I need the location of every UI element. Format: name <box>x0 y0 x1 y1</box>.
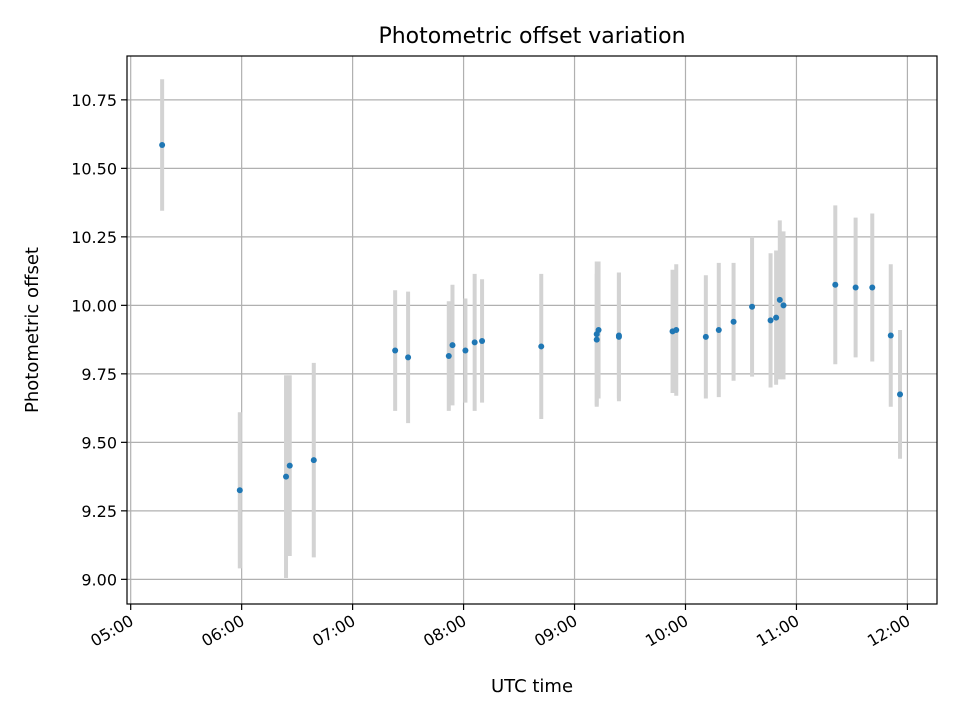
data-point <box>773 314 780 321</box>
data-point <box>405 354 412 361</box>
plot-frame <box>126 55 938 605</box>
data-point <box>887 332 894 339</box>
x-axis-label: UTC time <box>491 676 573 697</box>
data-point <box>286 462 293 469</box>
data-point <box>615 332 622 339</box>
y-tick-label: 9.00 <box>81 570 117 589</box>
data-point <box>538 343 545 350</box>
data-point <box>702 333 709 340</box>
data-point <box>392 347 399 354</box>
data-point <box>749 303 756 310</box>
y-tick-label: 9.25 <box>81 502 117 521</box>
y-axis-label: Photometric offset <box>22 247 43 413</box>
chart-title: Photometric offset variation <box>378 24 685 49</box>
data-point <box>730 318 737 325</box>
data-point <box>595 327 602 333</box>
grid <box>127 56 937 604</box>
data-point <box>852 284 859 291</box>
data-point <box>715 327 722 333</box>
data-point <box>462 347 469 354</box>
y-tick-label: 10.00 <box>71 296 117 315</box>
data-point <box>449 342 456 349</box>
data-point <box>832 281 839 288</box>
data-point <box>897 391 904 398</box>
data-point <box>479 337 486 344</box>
data-point <box>767 317 774 324</box>
data-point <box>673 327 680 333</box>
data-point <box>236 487 243 494</box>
y-tick-label: 9.50 <box>81 433 117 452</box>
data-point <box>471 339 478 346</box>
data-point <box>283 473 290 480</box>
y-tick-label: 10.25 <box>71 228 117 247</box>
data-point <box>159 142 166 149</box>
data-point <box>310 457 317 464</box>
y-tick-label: 9.75 <box>81 365 117 384</box>
data-points <box>159 142 904 494</box>
data-point <box>776 296 783 303</box>
data-point <box>869 284 876 291</box>
data-point <box>593 336 600 343</box>
data-point <box>445 353 452 360</box>
data-point <box>780 302 787 309</box>
y-tick-label: 10.50 <box>71 159 117 178</box>
y-tick-label: 10.75 <box>71 91 117 110</box>
